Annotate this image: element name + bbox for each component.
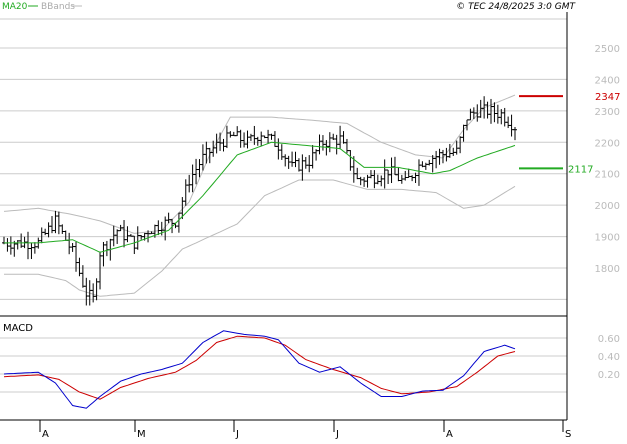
price-plot-area — [0, 12, 567, 316]
legend-bbands: BBands — [41, 2, 75, 12]
price-grid — [0, 18, 567, 300]
bb-upper-line — [3, 94, 516, 234]
legend-ma20: MA20 — [2, 2, 28, 12]
ma20-line — [4, 141, 516, 253]
macd-y-tick-label: 0.20 — [598, 370, 620, 381]
macd-grid — [0, 337, 567, 393]
price-y-tick-label: 2000 — [595, 201, 620, 212]
x-tick-label: S — [565, 429, 571, 440]
price-marker-label: 2347 — [595, 92, 620, 103]
x-tick-label: J — [335, 429, 339, 440]
price-y-tick-label: 2500 — [595, 44, 620, 55]
price-y-tick-label: 2300 — [595, 107, 620, 118]
price-bar — [513, 127, 517, 141]
price-axis-ticks: 1800 1900 2000 2100 2200 2300 2400 2500 — [595, 44, 620, 275]
x-tick-label: J — [235, 429, 239, 440]
price-panel: 1800 1900 2000 2100 2200 2300 2400 2500 2347 21… — [0, 12, 620, 316]
ma20-marker-label: 2117 — [568, 164, 593, 175]
x-tick-label: A — [446, 429, 453, 440]
x-tick-label: M — [137, 429, 146, 440]
macd-title: MACD — [3, 323, 33, 334]
bb-lower-line — [4, 179, 516, 297]
price-y-tick-label: 2200 — [595, 138, 620, 149]
macd-panel: 0.20 0.40 0.60 MACD — [0, 323, 620, 409]
macd-axis-ticks: 0.20 0.40 0.60 — [598, 334, 620, 381]
price-y-tick-label: 1900 — [595, 233, 620, 244]
signal-line — [3, 335, 516, 400]
price-y-tick-label: 2400 — [595, 75, 620, 86]
macd-y-tick-label: 0.60 — [598, 334, 620, 345]
copyright-text: © TEC 24/8/2025 3:0 GMT — [456, 2, 576, 12]
price-y-tick-label: 1800 — [595, 264, 620, 275]
x-tick-label: A — [42, 429, 49, 440]
macd-y-tick-label: 0.40 — [598, 352, 620, 363]
price-y-tick-label: 2100 — [595, 170, 620, 181]
macd-line — [3, 330, 516, 409]
price-bars — [2, 96, 517, 306]
